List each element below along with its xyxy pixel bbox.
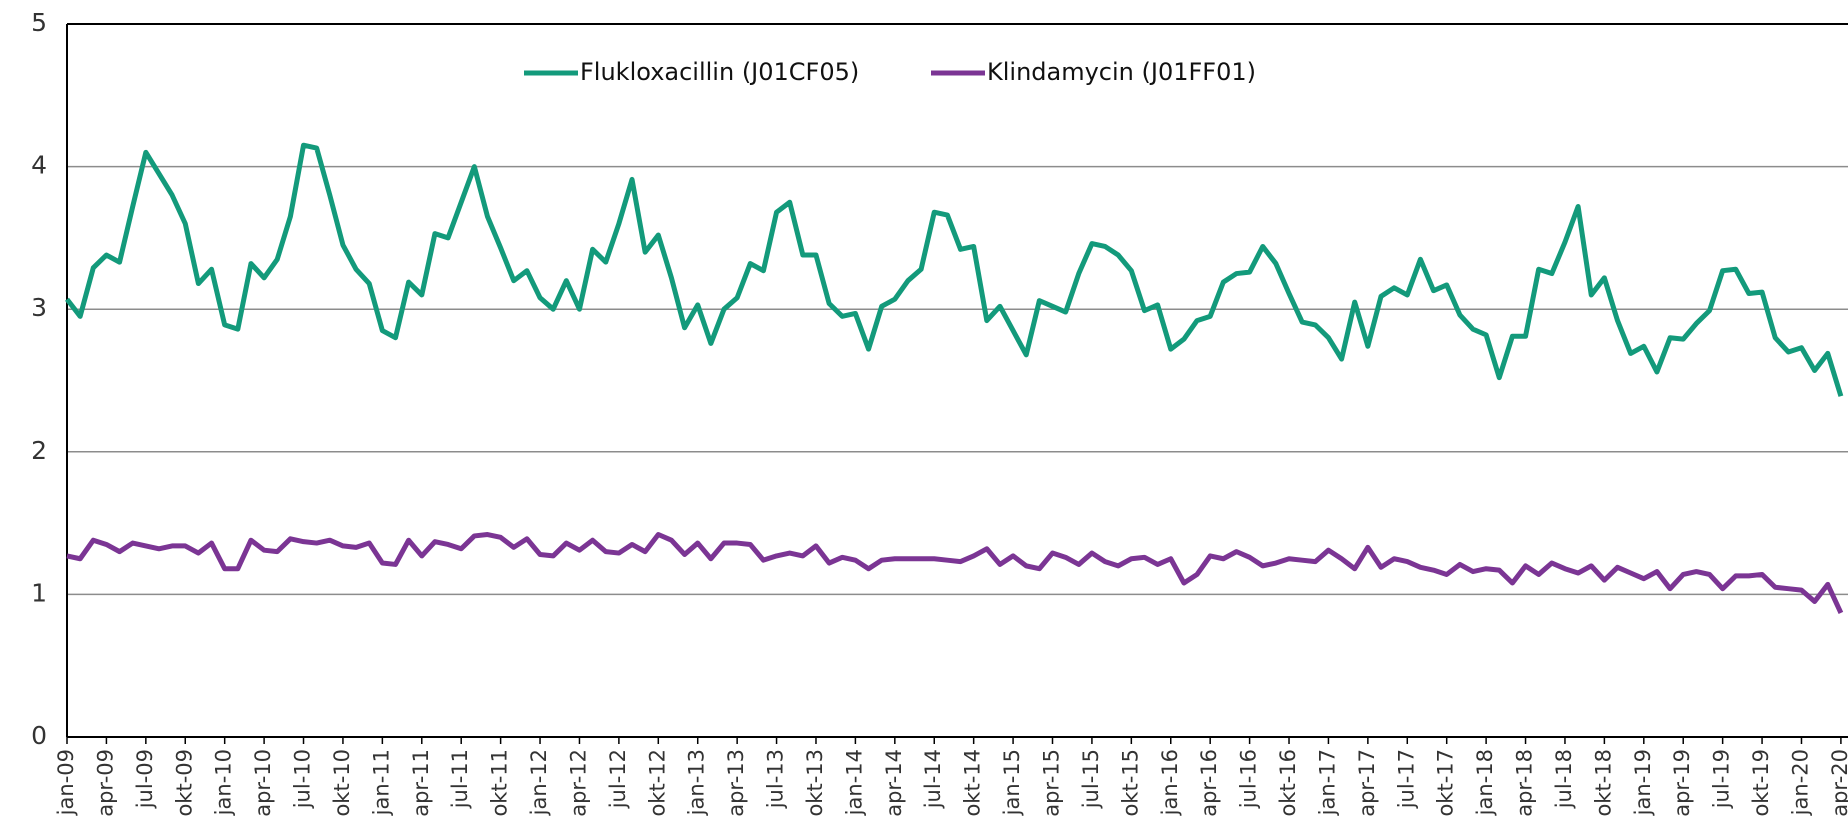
x-tick-label: jan-14	[842, 749, 866, 816]
x-tick-label: okt-13	[803, 749, 827, 817]
x-tick-label: apr-10	[251, 749, 275, 817]
x-tick-label: jan-09	[54, 749, 78, 816]
x-tick-label: jan-20	[1788, 749, 1812, 816]
x-tick-label: apr-18	[1513, 749, 1537, 817]
x-tick-label: jan-10	[212, 749, 236, 816]
y-tick-label: 5	[31, 8, 47, 37]
x-tick-label: okt-11	[488, 749, 512, 817]
x-tick-label: apr-14	[882, 749, 906, 817]
x-tick-label: okt-12	[645, 749, 669, 817]
x-tick-label: apr-20	[1828, 749, 1848, 817]
y-tick-label: 1	[31, 578, 47, 607]
x-tick-label: okt-18	[1591, 749, 1615, 817]
y-tick-label: 3	[31, 293, 47, 322]
x-tick-label: jul-15	[1079, 749, 1103, 809]
series-line	[66, 532, 1844, 614]
x-tick-label: jan-16	[1158, 749, 1182, 816]
y-tick-label: 2	[31, 436, 47, 465]
x-tick-label: okt-19	[1749, 749, 1773, 817]
x-tick-label: apr-09	[93, 749, 117, 817]
x-tick-label: jul-09	[133, 749, 157, 809]
x-tick-label: apr-15	[1040, 749, 1064, 817]
x-tick-label: jan-13	[685, 749, 709, 816]
y-tick-label: 0	[31, 721, 47, 750]
x-tick-label: jul-14	[921, 749, 945, 809]
x-tick-label: jan-17	[1315, 749, 1339, 816]
x-tick-label: apr-12	[566, 749, 590, 817]
x-tick-label: jul-16	[1237, 749, 1261, 809]
x-tick-label: jul-17	[1394, 749, 1418, 809]
series-line	[65, 142, 1844, 397]
x-tick-label: apr-17	[1355, 749, 1379, 817]
x-tick-label: jul-19	[1710, 749, 1734, 809]
x-tick-label: jul-13	[764, 749, 788, 809]
x-tick-label: apr-11	[409, 749, 433, 817]
x-tick-label: apr-19	[1670, 749, 1694, 817]
legend-label: Klindamycin (J01FF01)	[987, 58, 1256, 86]
x-tick-label: okt-16	[1276, 749, 1300, 817]
x-tick-label: apr-16	[1197, 749, 1221, 817]
x-tick-label: jan-19	[1631, 749, 1655, 816]
x-tick-label: jan-12	[527, 749, 551, 816]
x-tick-label: jan-11	[369, 749, 393, 816]
x-tick-label: okt-17	[1434, 749, 1458, 817]
x-tick-label: jan-15	[1000, 749, 1024, 816]
x-tick-label: jan-18	[1473, 749, 1497, 816]
x-tick-label: jul-18	[1552, 749, 1576, 809]
legend-label: Flukloxacillin (J01CF05)	[580, 58, 859, 86]
x-tick-label: jul-10	[291, 749, 315, 809]
x-tick-label: okt-15	[1118, 749, 1142, 817]
x-tick-label: jul-11	[448, 749, 472, 809]
x-tick-label: okt-10	[330, 749, 354, 817]
x-tick-label: okt-09	[172, 749, 196, 817]
x-tick-label: apr-13	[724, 749, 748, 817]
y-tick-label: 4	[31, 151, 47, 180]
x-tick-label: okt-14	[961, 749, 985, 817]
x-tick-label: jul-12	[606, 749, 630, 809]
